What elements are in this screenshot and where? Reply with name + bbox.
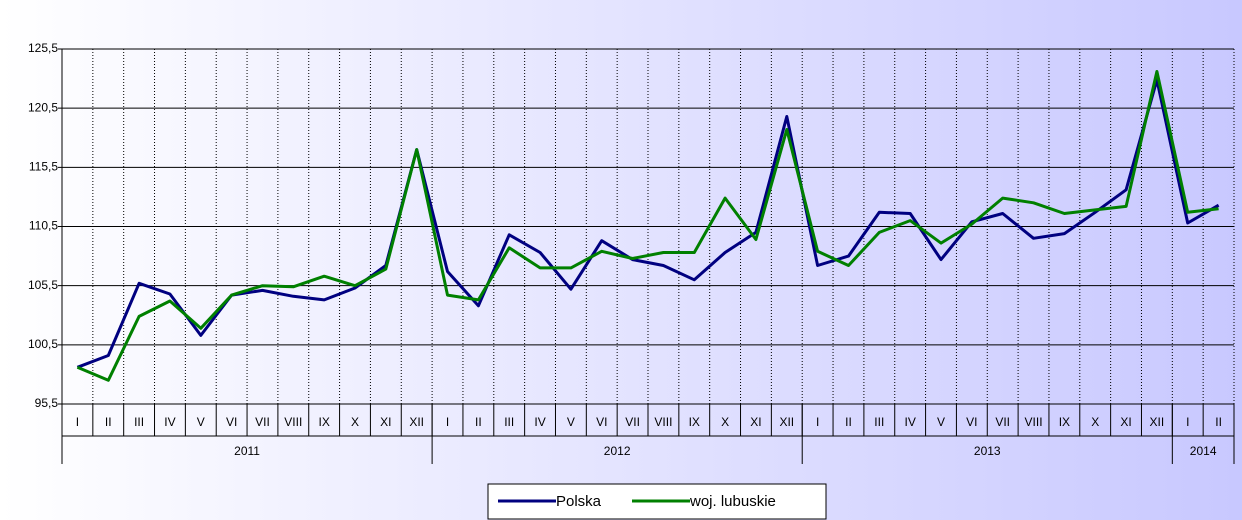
y-tick-label: 110,5 [29, 219, 58, 233]
y-tick-label: 120,5 [28, 100, 58, 114]
x-tick-label: III [134, 415, 144, 429]
x-tick-label: X [1091, 415, 1099, 429]
x-tick-label: IX [1059, 415, 1070, 429]
x-tick-label: XII [779, 415, 794, 429]
y-tick-label: 105,5 [28, 278, 58, 292]
x-tick-label: VII [255, 415, 270, 429]
x-tick-label: IV [534, 415, 545, 429]
y-tick-label: 100,5 [28, 337, 58, 351]
y-tick-label: 115,5 [29, 160, 58, 174]
y-tick-label: 95,5 [35, 396, 59, 410]
series-line [76, 78, 1220, 369]
group-label: 2014 [1190, 444, 1217, 458]
x-tick-label: XI [1120, 415, 1131, 429]
x-tick-label: VI [596, 415, 607, 429]
x-tick-label: XI [750, 415, 761, 429]
series-line [76, 70, 1219, 382]
group-label: 2012 [604, 444, 631, 458]
x-tick-label: IX [318, 415, 329, 429]
x-tick-label: XII [409, 415, 424, 429]
legend-label: Polska [556, 493, 602, 510]
y-tick-label: 125,5 [28, 41, 58, 55]
x-tick-label: IV [904, 415, 915, 429]
x-tick-label: I [816, 415, 819, 429]
x-tick-label: X [721, 415, 729, 429]
x-tick-label: V [937, 415, 945, 429]
x-tick-label: V [567, 415, 575, 429]
x-tick-label: VIII [284, 415, 302, 429]
x-tick-label: II [105, 415, 112, 429]
x-tick-label: VIII [654, 415, 672, 429]
x-tick-label: X [351, 415, 359, 429]
x-tick-label: VII [625, 415, 640, 429]
x-tick-label: I [76, 415, 79, 429]
x-tick-label: VIII [1025, 415, 1043, 429]
group-label: 2011 [234, 444, 260, 458]
x-tick-label: IX [689, 415, 700, 429]
x-tick-label: IV [164, 415, 175, 429]
x-tick-label: I [446, 415, 449, 429]
x-tick-label: XII [1150, 415, 1165, 429]
x-tick-label: VI [226, 415, 237, 429]
x-tick-label: III [504, 415, 514, 429]
x-tick-label: II [845, 415, 852, 429]
x-tick-label: I [1186, 415, 1189, 429]
group-label: 2013 [974, 444, 1001, 458]
x-tick-label: XI [380, 415, 391, 429]
x-tick-label: VII [995, 415, 1010, 429]
x-tick-label: II [1215, 415, 1222, 429]
legend-label: woj. lubuskie [689, 493, 776, 510]
x-tick-label: II [475, 415, 482, 429]
x-tick-label: III [874, 415, 884, 429]
x-tick-label: V [197, 415, 205, 429]
x-tick-label: VI [966, 415, 977, 429]
